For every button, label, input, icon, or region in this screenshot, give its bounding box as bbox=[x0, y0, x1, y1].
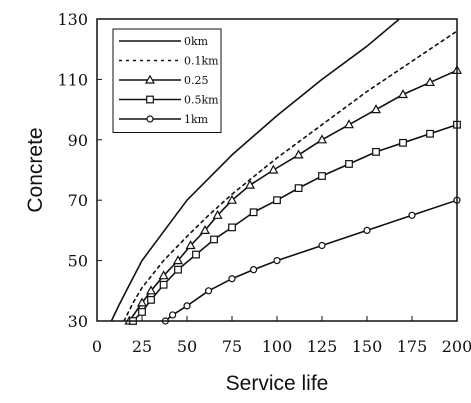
y-tick-label: 110 bbox=[57, 70, 88, 89]
x-tick-label: 75 bbox=[222, 337, 242, 356]
data-point-0-25-10 bbox=[268, 164, 279, 174]
data-point-0-5km-11 bbox=[318, 172, 326, 180]
data-point-0-25-12 bbox=[316, 134, 328, 144]
data-point-0-25-3 bbox=[158, 270, 169, 280]
legend: 0km 0.1km 0.25 0.5km 1km bbox=[112, 28, 222, 133]
y-tick-label: 50 bbox=[68, 252, 88, 271]
data-point-1km-5 bbox=[250, 266, 258, 274]
legend-label-0-25: 0.25 bbox=[184, 74, 209, 87]
legend-marker-0-25 bbox=[144, 74, 156, 84]
y-tick-label: 30 bbox=[68, 312, 88, 331]
data-point-0-5km-8 bbox=[249, 208, 258, 217]
data-point-0-5km-2 bbox=[147, 295, 155, 304]
data-point-1km-1 bbox=[169, 311, 177, 319]
data-point-0-25-13 bbox=[343, 119, 355, 129]
data-point-0-5km-10 bbox=[294, 184, 303, 193]
x-axis-title: Service life bbox=[226, 372, 329, 395]
series-line-0-5km bbox=[132, 123, 457, 321]
x-tick-label: 50 bbox=[177, 337, 197, 356]
legend-label-0-5km: 0.5km bbox=[184, 94, 219, 107]
data-point-0-25-15 bbox=[397, 89, 409, 99]
y-tick-label: 90 bbox=[68, 131, 88, 150]
y-tick-label: 70 bbox=[68, 191, 88, 210]
data-point-0-25-8 bbox=[226, 194, 238, 204]
series-line-0-1km bbox=[123, 30, 457, 321]
axis-ticks: 0 25 50 75 100 125 150 175 200 30 50 70 90 110 130 bbox=[57, 10, 471, 356]
x-tick-label: 200 bbox=[442, 337, 471, 356]
data-point-0-5km-1 bbox=[138, 308, 146, 316]
data-point-0-5km-5 bbox=[192, 250, 200, 259]
data-point-0-25-6 bbox=[199, 224, 211, 234]
data-point-0-25-5 bbox=[185, 240, 196, 250]
data-point-1km-2 bbox=[183, 302, 191, 310]
data-point-0-25-14 bbox=[370, 104, 382, 114]
x-tick-label: 125 bbox=[307, 337, 338, 356]
x-tick-label: 175 bbox=[397, 337, 428, 356]
series-line-0km bbox=[110, 19, 401, 321]
data-point-0-25-7 bbox=[212, 209, 223, 219]
data-point-1km-9 bbox=[408, 211, 416, 219]
data-point-0-25-2 bbox=[145, 285, 157, 295]
y-axis-title: Concrete bbox=[24, 127, 47, 212]
data-point-1km-4 bbox=[228, 275, 236, 283]
data-point-1km-6 bbox=[273, 257, 281, 265]
data-point-0-5km-3 bbox=[159, 280, 168, 289]
x-tick-label: 0 bbox=[92, 337, 102, 356]
data-point-0-5km-7 bbox=[228, 223, 236, 232]
data-point-0-25-11 bbox=[293, 149, 304, 159]
data-point-1km-3 bbox=[205, 287, 213, 295]
data-point-0-5km-13 bbox=[372, 147, 380, 156]
legend-label-1km: 1km bbox=[184, 113, 209, 126]
legend-label-0-1km: 0.1km bbox=[184, 55, 219, 68]
x-tick-label: 150 bbox=[352, 337, 383, 356]
data-point-0-5km-12 bbox=[345, 160, 353, 168]
data-point-0-5km-6 bbox=[210, 235, 218, 244]
x-tick-label: 100 bbox=[262, 337, 293, 356]
data-point-0-25-4 bbox=[172, 255, 184, 265]
x-tick-label: 25 bbox=[132, 337, 152, 356]
y-tick-label: 130 bbox=[57, 10, 88, 29]
legend-marker-0-5km bbox=[146, 95, 154, 104]
data-point-1km-8 bbox=[363, 226, 371, 234]
data-point-0-5km-14 bbox=[399, 138, 407, 147]
data-point-0-5km-4 bbox=[174, 265, 182, 274]
data-point-0-25-16 bbox=[424, 76, 436, 87]
data-point-0-25-1 bbox=[136, 297, 148, 307]
legend-marker-1km bbox=[146, 115, 154, 123]
data-point-0-5km-15 bbox=[426, 129, 434, 138]
data-point-1km-7 bbox=[318, 241, 326, 250]
data-point-0-25-9 bbox=[244, 179, 256, 189]
legend-label-0km: 0km bbox=[184, 35, 209, 48]
data-point-0-5km-9 bbox=[273, 196, 281, 205]
